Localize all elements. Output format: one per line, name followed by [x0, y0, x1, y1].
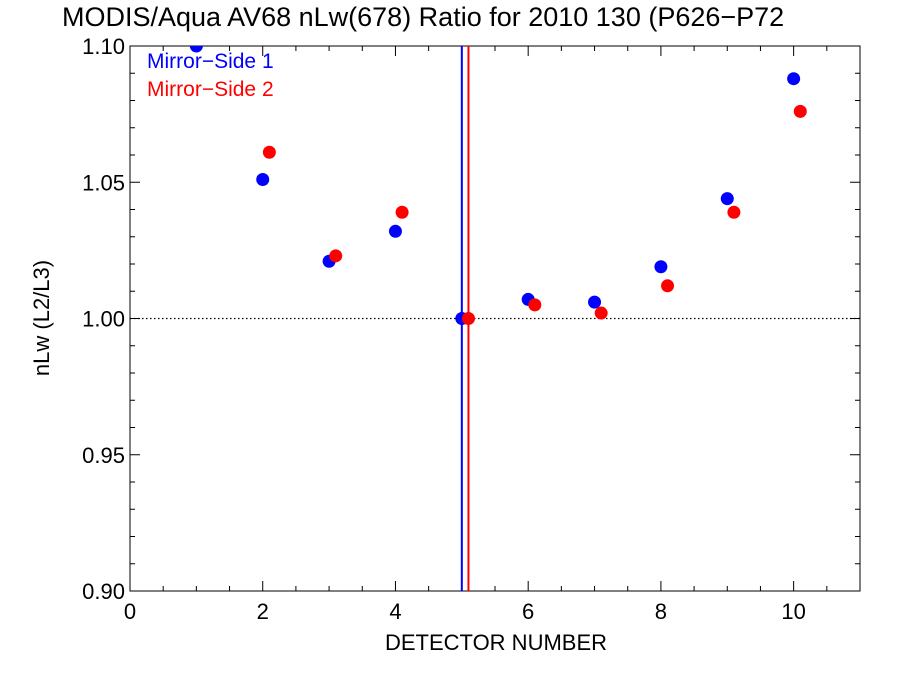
y-tick-label: 0.95 [82, 443, 125, 468]
x-tick-label: 0 [124, 599, 136, 624]
point-series-1 [787, 72, 801, 86]
point-series-2 [661, 279, 675, 293]
x-tick-label: 8 [655, 599, 667, 624]
point-series-1 [388, 224, 402, 238]
point-series-1 [256, 173, 270, 187]
point-series-2 [727, 205, 741, 219]
y-tick-label: 1.05 [82, 170, 125, 195]
point-series-2 [395, 205, 409, 219]
point-series-1 [189, 46, 203, 53]
point-series-1 [654, 260, 668, 274]
point-series-2 [461, 312, 475, 325]
point-series-2 [594, 306, 608, 320]
x-tick-label: 6 [522, 599, 534, 624]
point-series-2 [262, 145, 276, 159]
point-series-2 [528, 298, 542, 312]
legend-label-mirror-side-2: Mirror−Side 2 [147, 78, 274, 101]
x-axis-label: DETECTOR NUMBER [385, 630, 607, 655]
y-tick-label: 0.90 [82, 579, 125, 604]
point-series-1 [720, 192, 734, 206]
x-tick-label: 4 [389, 599, 401, 624]
data-layer [130, 46, 860, 591]
y-tick-label: 1.00 [82, 307, 125, 332]
y-tick-label: 1.10 [82, 34, 125, 59]
legend: Mirror−Side 1 Mirror−Side 2 [147, 50, 274, 101]
x-tick-label: 2 [257, 599, 269, 624]
y-axis-label: nLw (L2/L3) [29, 260, 54, 376]
point-series-1 [588, 295, 602, 309]
legend-label-mirror-side-1: Mirror−Side 1 [147, 50, 274, 73]
chart-title: MODIS/Aqua AV68 nLw(678) Ratio for 2010 … [62, 2, 784, 32]
x-tick-label: 10 [781, 599, 805, 624]
axes: 0 2 4 6 8 10 0.90 0.95 1.00 1.05 1.10 [82, 34, 861, 624]
point-series-2 [793, 104, 807, 118]
points-group [189, 46, 807, 325]
point-series-2 [329, 249, 343, 263]
